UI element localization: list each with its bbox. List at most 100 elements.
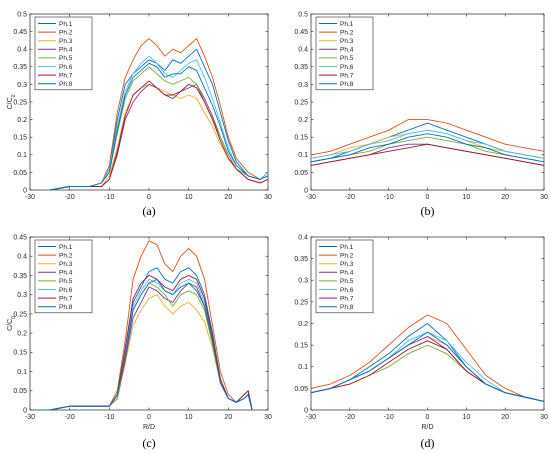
y-tick-label: 0.3 (298, 82, 308, 89)
legend-label: Ph.5 (59, 278, 73, 285)
x-tick-label: -10 (384, 194, 394, 201)
x-tick-label: -30 (25, 414, 35, 421)
y-tick-label: 0.05 (13, 170, 27, 177)
y-tick-label: 0.4 (298, 234, 308, 241)
x-tick-label: 10 (185, 194, 193, 201)
series-line-ph2 (310, 119, 545, 156)
y-tick-label: 0.05 (294, 386, 308, 393)
legend-label: Ph.1 (340, 21, 354, 28)
legend-label: Ph.8 (59, 81, 73, 88)
legend-label: Ph.1 (340, 244, 354, 251)
legend: Ph.1Ph.2 Ph.3 Ph.4Ph.5 Ph.6Ph.7 Ph.8 (34, 16, 93, 91)
legend-box (34, 239, 93, 314)
x-tick-label: 0 (426, 194, 430, 201)
series-line-ph8 (37, 278, 253, 411)
legend-label: Ph.4 (340, 47, 354, 54)
legend-label: Ph.6 (59, 287, 73, 294)
legend: Ph.1Ph.2 Ph.3 Ph.4Ph.5 Ph.6Ph.7 Ph.8 (315, 239, 374, 314)
y-axis-label: C/C0 (7, 316, 17, 331)
series-line-ph7 (310, 143, 545, 166)
legend-label: Ph.2 (59, 29, 73, 36)
x-tick-label: 0 (426, 414, 430, 421)
x-tick-label: 30 (540, 414, 548, 421)
panel-caption: (c) (142, 436, 155, 450)
y-tick-label: 0.4 (17, 254, 27, 261)
legend-label: Ph.8 (340, 81, 354, 88)
legend-label: Ph.1 (59, 244, 73, 251)
legend: Ph.1Ph.2 Ph.3 Ph.4Ph.5 Ph.6Ph.7 Ph.8 (34, 239, 93, 314)
y-tick-label: 0.2 (298, 321, 308, 328)
x-tick-label: 20 (501, 414, 509, 421)
y-tick-label: 0.45 (13, 234, 27, 241)
legend-box (34, 16, 93, 91)
x-tick-label: 20 (224, 194, 232, 201)
x-tick-label: 20 (224, 414, 232, 421)
chart-panel-3: -30 -20 -10 0 10 20 30 0 0.05 0.1 0.15 0.2 0.25 0.3 0.… (7, 234, 272, 450)
legend-box (315, 16, 374, 91)
legend-label: Ph.2 (59, 252, 73, 259)
legend-label: Ph.4 (59, 47, 73, 54)
x-tick-label: 0 (147, 194, 151, 201)
chart-panel-4: -30 -20 -10 0 10 20 30 0 0.05 0.1 0.15 0.2 0.25 0.3 0.… (294, 234, 548, 450)
y-tick-label: 0.35 (13, 64, 27, 71)
legend-label: Ph.1 (59, 21, 73, 28)
y-tick-label: 0.15 (13, 350, 27, 357)
y-tick-label: 0.45 (13, 29, 27, 36)
legend-label: Ph.2 (340, 29, 354, 36)
series-line-ph8 (310, 133, 545, 163)
legend-label: Ph.6 (59, 64, 73, 71)
x-tick-label: 20 (501, 194, 509, 201)
x-tick-label: -30 (25, 194, 35, 201)
y-tick-label: 0.35 (13, 273, 27, 280)
y-tick-label: 0.05 (13, 388, 27, 395)
legend-label: Ph.2 (340, 252, 354, 259)
x-tick-label: 30 (264, 194, 272, 201)
y-tick-label: 0.3 (298, 278, 308, 285)
y-tick-label: 0.2 (17, 117, 27, 124)
x-tick-label: -10 (104, 194, 114, 201)
y-tick-label: 0 (304, 187, 308, 194)
panel-caption: (a) (142, 204, 155, 218)
y-tick-label: 0.1 (298, 364, 308, 371)
legend-label: Ph.5 (340, 55, 354, 62)
y-tick-label: 0.45 (294, 29, 308, 36)
legend-label: Ph.7 (340, 72, 354, 79)
y-tick-label: 0 (304, 407, 308, 414)
x-tick-label: 10 (462, 194, 470, 201)
y-tick-label: 0.1 (17, 152, 27, 159)
legend-label: Ph.6 (340, 287, 354, 294)
x-tick-label: -10 (104, 414, 114, 421)
x-axis-label: R/D (143, 424, 155, 431)
legend-label: Ph.8 (59, 304, 73, 311)
y-tick-label: 0.15 (294, 135, 308, 142)
x-tick-label: 0 (147, 414, 151, 421)
y-tick-label: 0.2 (298, 117, 308, 124)
legend-label: Ph.3 (340, 261, 354, 268)
x-tick-label: -20 (345, 194, 355, 201)
x-tick-label: 10 (185, 414, 193, 421)
y-tick-label: 0.4 (17, 47, 27, 54)
legend-box (315, 239, 374, 314)
y-tick-label: 0.3 (17, 82, 27, 89)
x-tick-label: -20 (65, 194, 75, 201)
legend-label: Ph.7 (59, 295, 73, 302)
x-tick-label: 30 (540, 194, 548, 201)
y-tick-label: 0.05 (294, 170, 308, 177)
y-tick-label: 0.1 (298, 152, 308, 159)
panel-caption: (b) (421, 204, 435, 218)
legend-label: Ph.5 (340, 278, 354, 285)
y-tick-label: 0.35 (294, 256, 308, 263)
y-tick-label: 0.25 (13, 99, 27, 106)
y-axis-label: C/C0 (7, 94, 17, 109)
series-line-ph7 (49, 80, 269, 191)
legend: Ph.1Ph.2 Ph.3 Ph.4Ph.5 Ph.6Ph.7 Ph.8 (315, 16, 374, 91)
legend-label: Ph.5 (59, 55, 73, 62)
series-line-ph8 (310, 331, 545, 402)
y-tick-label: 0.2 (17, 331, 27, 338)
y-tick-label: 0.15 (294, 343, 308, 350)
y-tick-label: 0.25 (294, 299, 308, 306)
panel-caption: (d) (421, 436, 435, 450)
y-tick-label: 0.4 (298, 47, 308, 54)
series-line-ph6 (310, 129, 545, 159)
x-tick-label: -30 (306, 414, 316, 421)
